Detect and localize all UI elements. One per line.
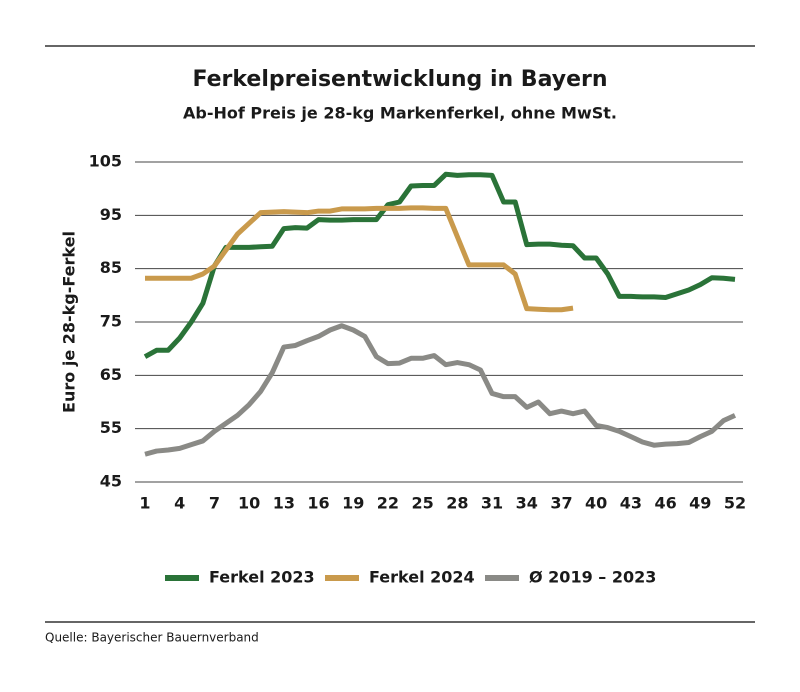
y-tick-label: 105: [89, 152, 122, 171]
series-line: [144, 323, 737, 457]
y-tick-label: 55: [100, 418, 122, 437]
x-tick-label: 28: [446, 494, 468, 513]
x-tick-label: 19: [342, 494, 364, 513]
x-tick-label: 10: [238, 494, 260, 513]
series-line: [145, 205, 574, 313]
x-tick-label: 7: [209, 494, 220, 513]
y-tick-label: 85: [100, 258, 122, 277]
x-tick-label: 46: [654, 494, 676, 513]
x-tick-label: 25: [412, 494, 434, 513]
chart-title: Ferkelpreisentwicklung in Bayern: [192, 67, 607, 92]
legend-label: Ferkel 2024: [369, 568, 475, 587]
x-tick-label: 4: [174, 494, 185, 513]
legend-label: Ø 2019 – 2023: [529, 568, 656, 587]
x-tick-label: 40: [585, 494, 607, 513]
x-tick-label: 43: [620, 494, 642, 513]
x-tick-label: 1: [139, 494, 150, 513]
chart-subtitle: Ab-Hof Preis je 28-kg Markenferkel, ohne…: [183, 104, 617, 123]
y-tick-label: 45: [100, 472, 122, 491]
x-tick-label: 34: [516, 494, 538, 513]
series-line: [143, 171, 736, 359]
y-tick-label: 75: [100, 312, 122, 331]
x-tick-label: 31: [481, 494, 503, 513]
x-tick-label: 13: [273, 494, 295, 513]
x-tick-label: 22: [377, 494, 399, 513]
x-tick-label: 49: [689, 494, 711, 513]
y-axis-label: Euro je 28-kg-Ferkel: [60, 231, 79, 413]
y-tick-label: 95: [100, 205, 122, 224]
y-tick-label: 65: [100, 365, 122, 384]
x-tick-label: 37: [550, 494, 572, 513]
legend-label: Ferkel 2023: [209, 568, 315, 587]
x-tick-label: 16: [307, 494, 329, 513]
x-tick-label: 52: [724, 494, 746, 513]
source: Quelle: Bayerischer Bauernverband: [45, 631, 259, 645]
